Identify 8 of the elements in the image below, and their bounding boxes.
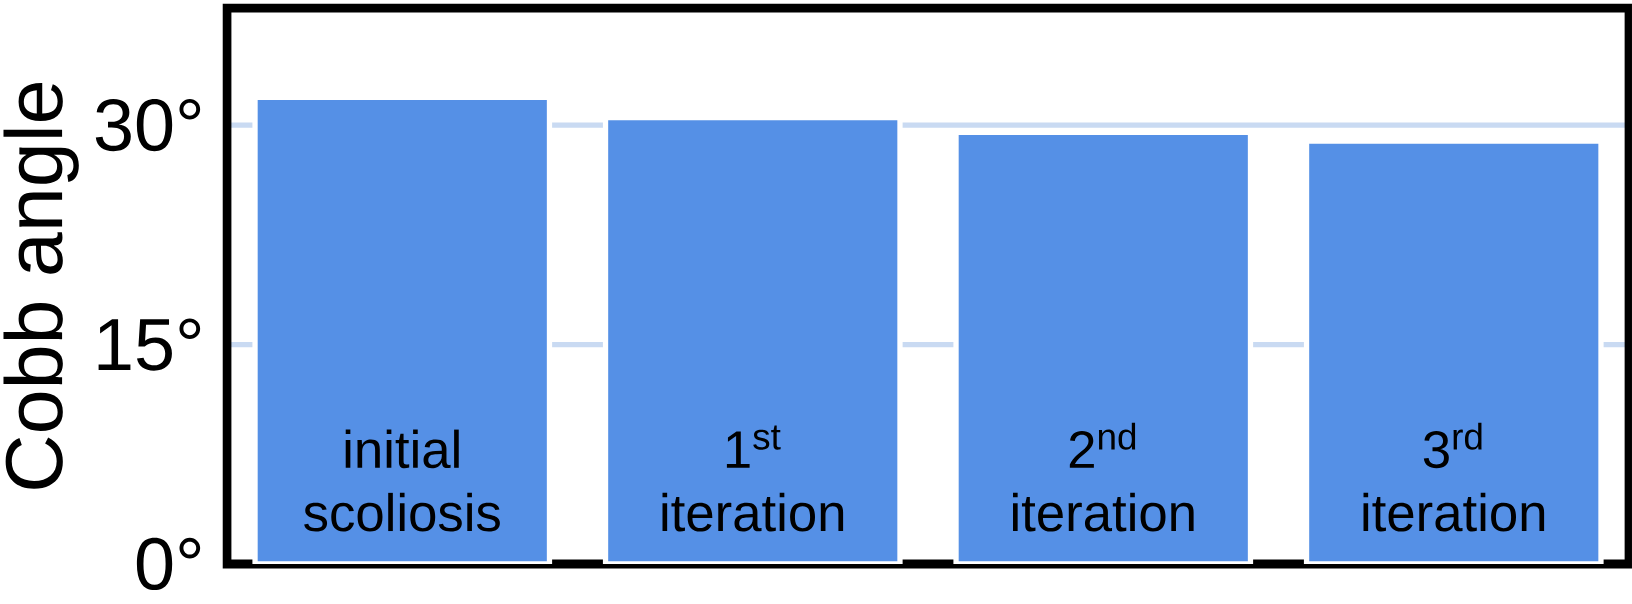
y-axis-title: Cobb angle xyxy=(3,82,79,489)
x-tick-label: 3$^{rd}$ iteration xyxy=(1363,422,1545,532)
y-tick-label: 0° xyxy=(136,537,201,591)
y-tick-label: 15° xyxy=(98,318,201,371)
x-tick-label: 1$^{st}$ iteration xyxy=(662,425,844,532)
x-tick-label: initial scoliosis xyxy=(304,429,500,532)
y-tick-label: 30° xyxy=(95,98,201,152)
x-tick-label: 2$^{nd}$ iteration xyxy=(1013,422,1194,532)
